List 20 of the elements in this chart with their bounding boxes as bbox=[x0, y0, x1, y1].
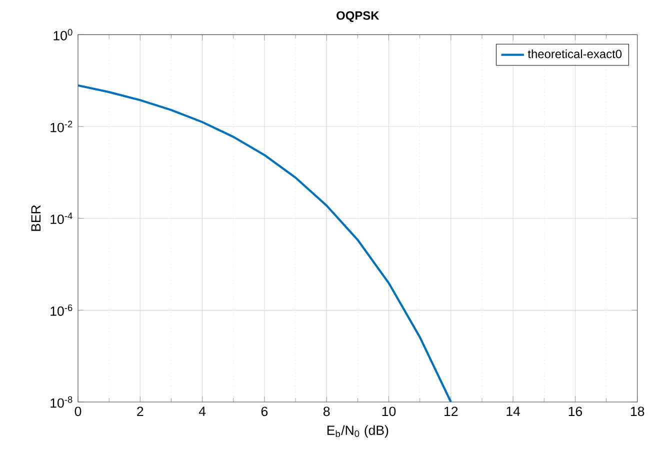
y-tick-label: 10$^{-8}$ bbox=[50, 396, 72, 408]
y-tick-label: 10$^{0}$ bbox=[54, 28, 72, 40]
x-tick-label: 8 bbox=[323, 406, 330, 416]
x-tick-label: 14 bbox=[506, 406, 520, 416]
x-tick-label: 6 bbox=[261, 406, 268, 416]
y-tick-label: 10$^{-4}$ bbox=[50, 212, 72, 224]
y-axis-title: BER bbox=[31, 205, 40, 231]
x-tick-label: 2 bbox=[137, 406, 144, 416]
y-tick-label: 10$^{-6}$ bbox=[50, 304, 72, 316]
chart-title: OQPSK bbox=[336, 11, 380, 22]
x-tick-label: 10 bbox=[382, 406, 396, 416]
y-tick-label: 10$^{-2}$ bbox=[50, 120, 72, 132]
legend-label: theoretical-exact0 bbox=[528, 49, 622, 58]
x-tick-label: 18 bbox=[630, 406, 644, 416]
x-tick-label: 16 bbox=[568, 406, 582, 416]
x-tick-label: 12 bbox=[444, 406, 458, 416]
x-tick-label: 4 bbox=[198, 406, 206, 416]
x-axis-title: E$_{b}$/N$_{0}$ (dB) bbox=[327, 425, 388, 438]
x-tick-label: 0 bbox=[74, 406, 82, 416]
line-series bbox=[78, 84, 452, 402]
